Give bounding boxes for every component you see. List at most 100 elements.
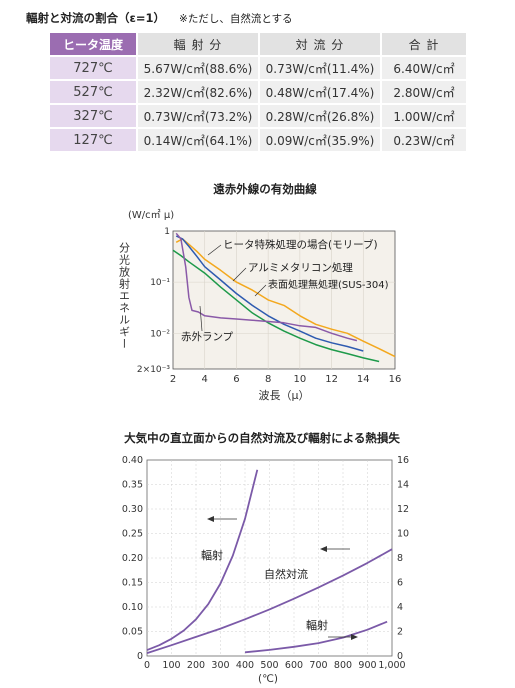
chart1-unit-label: (W/c㎡ μ): [128, 209, 174, 221]
leader-molybdenum: [207, 244, 222, 256]
header-heater-temp: ヒータ温度: [50, 33, 136, 55]
label-convection: 自然対流: [264, 567, 308, 581]
chart2-ytick-right-label: 14: [397, 480, 409, 491]
legend-molybdenum: ヒータ特殊処理の場合(モリーブ): [223, 238, 378, 251]
chart2-ytick-left-label: 0.40: [122, 455, 143, 466]
heat-ratio-table: ヒータ温度 輻 射 分 対 流 分 合 計 727℃ 5.67W/c㎡(88.6…: [48, 31, 468, 153]
chart1-xlabel: 波長（μ）: [259, 389, 310, 402]
chart2-xtick-label: 800: [334, 660, 352, 671]
cell-radiation: 0.14W/c㎡(64.1%): [138, 129, 258, 151]
cell-total: 1.00W/c㎡: [382, 105, 466, 127]
chart2-ytick-left-label: 0.30: [122, 504, 143, 515]
chart2-ytick-left-label: 0.20: [122, 553, 143, 564]
chart1-xtick-label: 8: [265, 374, 271, 385]
chart2-ytick-left-label: 0.15: [122, 578, 143, 589]
header-radiation: 輻 射 分: [138, 33, 258, 55]
chart1-title: 遠赤外線の有効曲線: [213, 182, 317, 196]
chart1-xtick-label: 10: [293, 374, 306, 385]
heat-loss-chart: 大気中の直立面からの自然対流及び輻射による熱損失 0 100 200 300 400 50…: [122, 431, 409, 685]
chart2-ytick-right-label: 2: [397, 627, 403, 638]
cell-total: 6.40W/c㎡: [382, 57, 466, 79]
chart2-xlabel: (℃): [258, 673, 278, 685]
chart2-xtick-label: 300: [211, 660, 229, 671]
table-caption: 輻射と対流の割合（ε=1） ※ただし、自然流とする: [26, 10, 293, 26]
chart2-ytick-right-label: 6: [397, 578, 403, 589]
chart2-ytick-left-label: 0.10: [122, 602, 143, 613]
chart2-xtick-label: 100: [162, 660, 180, 671]
arrow-radiation-upper: [207, 516, 237, 522]
label-radiation-lower: 輻射: [306, 618, 328, 632]
cell-temp: 327℃: [50, 105, 136, 127]
cell-total: 0.23W/c㎡: [382, 129, 466, 151]
chart2-ytick-right-label: 12: [397, 504, 409, 515]
cell-temp: 727℃: [50, 57, 136, 79]
chart2-xtick-label: 600: [285, 660, 303, 671]
legend-aluminum: アルミメタリコン処理: [248, 261, 353, 274]
chart2-ytick-right-label: 8: [397, 553, 403, 564]
chart1-ytick-label: 1: [164, 227, 170, 237]
chart2-xtick-label: 500: [260, 660, 278, 671]
table-title: 輻射と対流の割合（ε=1）: [26, 11, 166, 25]
chart1-xtick-label: 16: [389, 374, 402, 385]
chart2-ytick-left-label: 0.25: [122, 529, 143, 540]
chart2-ytick-right-label: 0: [397, 651, 403, 662]
chart1-plot-area: [172, 230, 396, 370]
chart1-xtick-label: 2: [170, 374, 176, 385]
chart1-ylabel: 分光放射エネルギー: [118, 242, 131, 350]
chart2-xtick-label: 200: [187, 660, 205, 671]
cell-convection: 0.28W/c㎡(26.8%): [260, 105, 380, 127]
header-convection: 対 流 分: [260, 33, 380, 55]
chart2-xtick-label: 1,000: [378, 660, 405, 671]
chart2-ytick-left-label: 0: [137, 651, 143, 662]
cell-total: 2.80W/c㎡: [382, 81, 466, 103]
chart2-series-line-2: [244, 620, 388, 654]
chart1-xtick-label: 12: [325, 374, 338, 385]
chart1-series-line-2: [172, 249, 380, 363]
chart1-ytick-label: 10⁻²: [150, 329, 170, 339]
label-radiation-upper: 輻射: [201, 548, 223, 562]
cell-convection: 0.73W/c㎡(11.4%): [260, 57, 380, 79]
chart2-xtick-label: 900: [358, 660, 376, 671]
chart2-series-line-1: [146, 548, 393, 654]
table-header-row: ヒータ温度 輻 射 分 対 流 分 合 計: [50, 33, 466, 55]
chart2-ytick-left-label: 0.35: [122, 480, 143, 491]
table-row: 327℃ 0.73W/c㎡(73.2%) 0.28W/c㎡(26.8%) 1.0…: [50, 105, 466, 127]
legend-sus304: 表面処理無処理(SUS-304): [268, 278, 389, 291]
cell-convection: 0.48W/c㎡(17.4%): [260, 81, 380, 103]
table-row: 527℃ 2.32W/c㎡(82.6%) 0.48W/c㎡(17.4%) 2.8…: [50, 81, 466, 103]
chart2-title: 大気中の直立面からの自然対流及び輻射による熱損失: [124, 431, 400, 445]
chart1-ytick-label: 2×10⁻³: [137, 365, 170, 375]
chart1-ytick-label: 10⁻¹: [150, 278, 170, 288]
arrow-radiation-lower: [328, 634, 358, 640]
chart2-ytick-right-label: 10: [397, 529, 409, 540]
far-infrared-chart: 遠赤外線の有効曲線 (W/c㎡ μ) 2 4 6 8 10 12 14 16 1 10⁻¹ 10⁻²…: [118, 182, 402, 402]
arrow-convection: [320, 546, 350, 552]
chart2-ytick-right-label: 4: [397, 602, 403, 613]
chart2-ytick-right-label: 16: [397, 455, 409, 466]
chart1-xtick-label: 6: [233, 374, 239, 385]
table-note: ※ただし、自然流とする: [179, 13, 293, 25]
leader-aluminum: [232, 267, 247, 282]
cell-radiation: 2.32W/c㎡(82.6%): [138, 81, 258, 103]
chart2-xtick-label: 400: [236, 660, 254, 671]
leader-sus304: [254, 284, 267, 297]
chart2-ytick-left-label: 0.05: [122, 627, 143, 638]
chart2-xtick-label: 0: [144, 660, 150, 671]
leader-ir-lamp: [199, 305, 203, 332]
chart1-series-line-3: [175, 232, 358, 342]
chart1-xtick-label: 4: [202, 374, 208, 385]
header-total: 合 計: [382, 33, 466, 55]
cell-radiation: 0.73W/c㎡(73.2%): [138, 105, 258, 127]
cell-temp: 127℃: [50, 129, 136, 151]
chart2-xtick-label: 700: [309, 660, 327, 671]
table-row: 727℃ 5.67W/c㎡(88.6%) 0.73W/c㎡(11.4%) 6.4…: [50, 57, 466, 79]
chart1-series-line-1: [175, 235, 364, 352]
chart1-xtick-label: 14: [357, 374, 370, 385]
cell-radiation: 5.67W/c㎡(88.6%): [138, 57, 258, 79]
table-row: 127℃ 0.14W/c㎡(64.1%) 0.09W/c㎡(35.9%) 0.2…: [50, 129, 466, 151]
chart1-series-line-0: [175, 238, 396, 358]
cell-convection: 0.09W/c㎡(35.9%): [260, 129, 380, 151]
chart2-series-line-0: [146, 469, 259, 651]
cell-temp: 527℃: [50, 81, 136, 103]
legend-ir-lamp: 赤外ランプ: [181, 331, 234, 343]
